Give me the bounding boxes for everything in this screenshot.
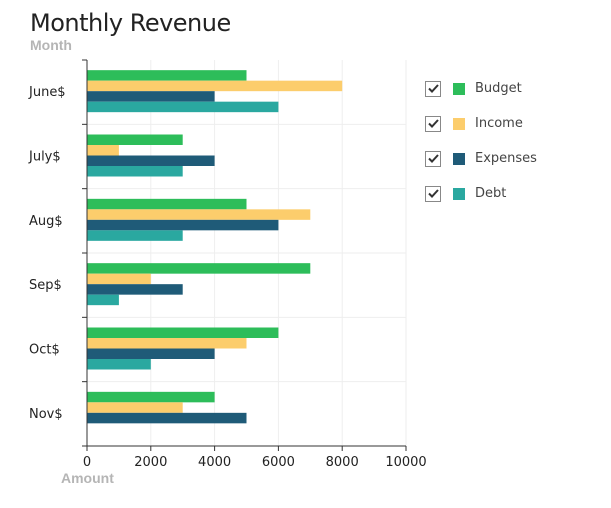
legend-swatch — [453, 117, 465, 130]
y-axis-label: Month — [30, 37, 72, 53]
bar-income-2 — [87, 209, 311, 220]
legend-label: Expenses — [475, 151, 537, 166]
bar-budget-3 — [87, 263, 311, 274]
legend-label: Debt — [475, 186, 507, 201]
legend-label: Budget — [475, 81, 522, 96]
bar-debt-1 — [87, 166, 183, 177]
legend-item-debt[interactable]: Debt — [425, 176, 537, 211]
bar-budget-4 — [87, 327, 279, 338]
bar-income-0 — [87, 80, 343, 92]
bar-expenses-4 — [87, 348, 215, 359]
legend-item-expenses[interactable]: Expenses — [425, 141, 537, 176]
y-tick-label: Nov$ — [29, 407, 63, 422]
x-tick-label: 4000 — [198, 455, 231, 470]
check-icon — [427, 154, 439, 163]
check-icon — [427, 119, 439, 128]
legend-checkbox[interactable] — [425, 150, 441, 167]
legend-swatch — [453, 187, 465, 200]
bar-income-1 — [87, 145, 119, 156]
bar-income-3 — [87, 273, 151, 285]
x-axis-label: Amount — [61, 470, 114, 486]
legend-swatch — [453, 152, 465, 165]
x-tick-label: 10000 — [385, 455, 426, 470]
bar-debt-0 — [87, 101, 279, 113]
bar-expenses-3 — [87, 284, 183, 295]
legend-checkbox[interactable] — [425, 185, 441, 202]
bar-expenses-5 — [87, 412, 247, 424]
x-tick-label: 8000 — [326, 455, 359, 470]
bar-debt-3 — [87, 294, 119, 306]
x-tick-label: 6000 — [262, 455, 295, 470]
bar-income-5 — [87, 402, 183, 413]
x-tick-label: 0 — [83, 455, 91, 470]
y-tick-label: June$ — [28, 85, 66, 100]
bar-expenses-0 — [87, 91, 215, 102]
bar-budget-1 — [87, 134, 183, 145]
legend-label: Income — [475, 116, 523, 131]
check-icon — [427, 189, 439, 198]
legend-swatch — [453, 82, 465, 95]
legend-item-budget[interactable]: Budget — [425, 71, 537, 106]
legend: Budget Income Expenses Debt — [425, 71, 537, 211]
x-tick-label: 2000 — [134, 455, 167, 470]
bar-debt-4 — [87, 359, 151, 370]
y-tick-label: Aug$ — [29, 214, 63, 229]
chart-title: Monthly Revenue — [30, 9, 231, 37]
legend-checkbox[interactable] — [425, 115, 441, 132]
bar-income-4 — [87, 338, 247, 349]
y-tick-label: July$ — [28, 150, 61, 165]
bar-expenses-2 — [87, 219, 279, 231]
bar-budget-2 — [87, 198, 247, 210]
bar-debt-2 — [87, 230, 183, 241]
y-tick-label: Oct$ — [29, 343, 60, 358]
legend-item-income[interactable]: Income — [425, 106, 537, 141]
bar-expenses-1 — [87, 155, 215, 166]
bar-budget-5 — [87, 391, 215, 403]
check-icon — [427, 84, 439, 93]
y-tick-label: Sep$ — [29, 278, 62, 293]
bar-budget-0 — [87, 70, 247, 81]
legend-checkbox[interactable] — [425, 80, 441, 97]
